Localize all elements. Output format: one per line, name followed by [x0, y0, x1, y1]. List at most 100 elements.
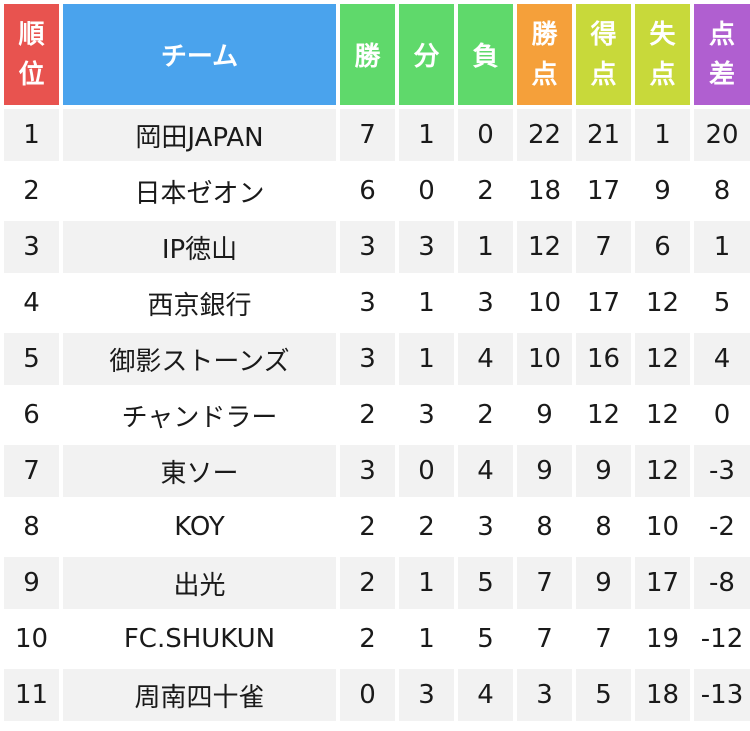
wins-cell: 3 [340, 445, 395, 497]
rank-cell: 9 [4, 557, 59, 609]
points-cell: 10 [517, 333, 572, 385]
team-name: 周南四十雀 [63, 669, 336, 721]
goals-for-cell: 17 [576, 277, 631, 329]
header-goals-against-line1: 失 [649, 19, 676, 50]
points-cell: 9 [517, 445, 572, 497]
header-row: 順 位 チーム 勝 分 負 勝 点 得 点 失 点 点 差 [4, 4, 750, 105]
goals-against-cell: 10 [635, 501, 690, 553]
rank-cell: 8 [4, 501, 59, 553]
goal-diff-cell: -3 [694, 445, 750, 497]
team-name: 御影ストーンズ [63, 333, 336, 385]
losses-cell: 3 [458, 501, 513, 553]
header-goals-against-line2: 点 [649, 59, 676, 90]
table-row: 8 KOY 2 2 3 8 8 10 -2 [4, 501, 750, 553]
draws-cell: 1 [399, 613, 454, 665]
header-wins: 勝 [340, 4, 395, 105]
losses-cell: 4 [458, 669, 513, 721]
header-goals-for-line1: 得 [590, 19, 617, 50]
rank-cell: 2 [4, 165, 59, 217]
goal-diff-cell: -12 [694, 613, 750, 665]
wins-cell: 2 [340, 501, 395, 553]
table-row: 11 周南四十雀 0 3 4 3 5 18 -13 [4, 669, 750, 721]
table-row: 7 東ソー 3 0 4 9 9 12 -3 [4, 445, 750, 497]
points-cell: 7 [517, 557, 572, 609]
draws-cell: 1 [399, 557, 454, 609]
team-name: 岡田JAPAN [63, 109, 336, 161]
header-goals-for: 得 点 [576, 4, 631, 105]
goal-diff-cell: 5 [694, 277, 750, 329]
goals-against-cell: 12 [635, 333, 690, 385]
goals-against-cell: 18 [635, 669, 690, 721]
goals-for-cell: 5 [576, 669, 631, 721]
losses-cell: 5 [458, 557, 513, 609]
points-cell: 8 [517, 501, 572, 553]
wins-cell: 2 [340, 557, 395, 609]
goal-diff-cell: -2 [694, 501, 750, 553]
wins-cell: 0 [340, 669, 395, 721]
points-cell: 10 [517, 277, 572, 329]
header-rank-line1: 順 [18, 19, 45, 50]
goal-diff-cell: 1 [694, 221, 750, 273]
table-row: 3 IP徳山 3 3 1 12 7 6 1 [4, 221, 750, 273]
draws-cell: 1 [399, 109, 454, 161]
losses-cell: 4 [458, 333, 513, 385]
draws-cell: 0 [399, 445, 454, 497]
table-row: 6 チャンドラー 2 3 2 9 12 12 0 [4, 389, 750, 441]
team-name: FC.SHUKUN [63, 613, 336, 665]
points-cell: 18 [517, 165, 572, 217]
wins-cell: 6 [340, 165, 395, 217]
points-cell: 7 [517, 613, 572, 665]
goal-diff-cell: 20 [694, 109, 750, 161]
goals-for-cell: 8 [576, 501, 631, 553]
losses-cell: 4 [458, 445, 513, 497]
goals-for-cell: 9 [576, 445, 631, 497]
header-goal-diff: 点 差 [694, 4, 750, 105]
rank-cell: 10 [4, 613, 59, 665]
draws-cell: 2 [399, 501, 454, 553]
draws-cell: 1 [399, 333, 454, 385]
team-name: KOY [63, 501, 336, 553]
header-losses: 負 [458, 4, 513, 105]
header-goal-diff-line1: 点 [708, 19, 735, 50]
losses-cell: 2 [458, 389, 513, 441]
rank-cell: 1 [4, 109, 59, 161]
team-name: 出光 [63, 557, 336, 609]
team-name: チャンドラー [63, 389, 336, 441]
rank-cell: 4 [4, 277, 59, 329]
goal-diff-cell: 4 [694, 333, 750, 385]
goals-for-cell: 16 [576, 333, 631, 385]
wins-cell: 7 [340, 109, 395, 161]
goals-against-cell: 19 [635, 613, 690, 665]
goals-against-cell: 1 [635, 109, 690, 161]
header-points-line1: 勝 [531, 19, 558, 50]
losses-cell: 1 [458, 221, 513, 273]
goals-for-cell: 21 [576, 109, 631, 161]
goal-diff-cell: 0 [694, 389, 750, 441]
wins-cell: 3 [340, 277, 395, 329]
header-points: 勝 点 [517, 4, 572, 105]
goals-against-cell: 12 [635, 277, 690, 329]
draws-cell: 3 [399, 221, 454, 273]
draws-cell: 1 [399, 277, 454, 329]
goal-diff-cell: 8 [694, 165, 750, 217]
team-name: IP徳山 [63, 221, 336, 273]
goals-against-cell: 17 [635, 557, 690, 609]
table-row: 5 御影ストーンズ 3 1 4 10 16 12 4 [4, 333, 750, 385]
goals-for-cell: 17 [576, 165, 631, 217]
losses-cell: 2 [458, 165, 513, 217]
header-goals-against: 失 点 [635, 4, 690, 105]
draws-cell: 0 [399, 165, 454, 217]
header-rank-line2: 位 [18, 59, 45, 90]
rank-cell: 3 [4, 221, 59, 273]
draws-cell: 3 [399, 389, 454, 441]
goal-diff-cell: -13 [694, 669, 750, 721]
points-cell: 9 [517, 389, 572, 441]
header-goals-for-line2: 点 [590, 59, 617, 90]
goals-for-cell: 9 [576, 557, 631, 609]
table-row: 1 岡田JAPAN 7 1 0 22 21 1 20 [4, 109, 750, 161]
draws-cell: 3 [399, 669, 454, 721]
wins-cell: 2 [340, 613, 395, 665]
points-cell: 3 [517, 669, 572, 721]
goal-diff-cell: -8 [694, 557, 750, 609]
rank-cell: 7 [4, 445, 59, 497]
